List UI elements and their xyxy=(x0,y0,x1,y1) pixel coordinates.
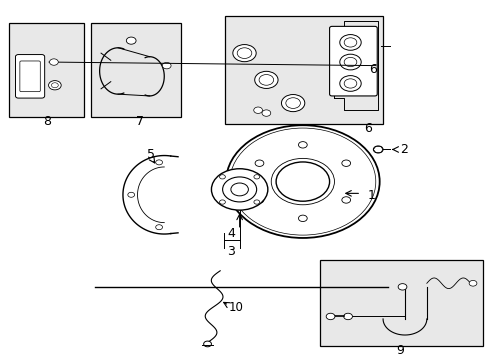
Circle shape xyxy=(127,192,134,197)
Circle shape xyxy=(232,45,256,62)
Text: 6: 6 xyxy=(364,122,372,135)
Circle shape xyxy=(468,280,476,286)
Text: 5: 5 xyxy=(147,148,155,161)
Circle shape xyxy=(341,160,350,166)
Circle shape xyxy=(155,160,162,165)
Text: 8: 8 xyxy=(43,116,51,129)
Circle shape xyxy=(48,81,61,90)
Circle shape xyxy=(255,197,264,203)
Text: 7: 7 xyxy=(136,116,143,129)
Circle shape xyxy=(211,169,267,210)
Text: 4: 4 xyxy=(226,227,234,240)
Text: 2: 2 xyxy=(399,143,407,156)
Circle shape xyxy=(51,83,58,88)
Text: 3: 3 xyxy=(226,245,234,258)
Circle shape xyxy=(372,146,382,153)
Circle shape xyxy=(339,35,361,50)
Circle shape xyxy=(262,110,270,116)
Circle shape xyxy=(219,175,225,179)
Circle shape xyxy=(344,57,356,67)
Bar xyxy=(9,23,84,117)
Circle shape xyxy=(397,284,406,290)
Text: 9: 9 xyxy=(395,344,403,357)
Circle shape xyxy=(255,160,264,166)
Circle shape xyxy=(285,98,300,108)
Circle shape xyxy=(222,177,256,202)
Circle shape xyxy=(298,141,306,148)
Circle shape xyxy=(343,313,352,320)
Circle shape xyxy=(341,197,350,203)
Circle shape xyxy=(155,225,162,230)
Text: 1: 1 xyxy=(367,189,375,202)
Circle shape xyxy=(276,162,329,201)
Circle shape xyxy=(325,313,334,320)
Circle shape xyxy=(219,200,225,204)
Text: 6: 6 xyxy=(368,63,377,76)
Circle shape xyxy=(49,59,58,65)
Circle shape xyxy=(203,341,211,347)
Circle shape xyxy=(259,75,273,85)
Circle shape xyxy=(339,54,361,70)
Bar xyxy=(319,260,482,346)
Circle shape xyxy=(298,215,306,221)
Circle shape xyxy=(225,125,379,238)
Circle shape xyxy=(253,107,262,113)
FancyBboxPatch shape xyxy=(329,26,376,96)
Circle shape xyxy=(281,95,304,112)
Circle shape xyxy=(126,37,136,44)
Circle shape xyxy=(339,76,361,91)
Bar xyxy=(91,23,181,117)
Circle shape xyxy=(253,175,259,179)
Circle shape xyxy=(254,71,278,89)
Bar xyxy=(224,16,382,125)
Circle shape xyxy=(344,79,356,88)
Circle shape xyxy=(237,48,251,58)
FancyBboxPatch shape xyxy=(16,55,44,98)
Circle shape xyxy=(344,38,356,47)
Circle shape xyxy=(162,62,171,69)
Circle shape xyxy=(253,200,259,204)
Circle shape xyxy=(230,183,248,196)
FancyBboxPatch shape xyxy=(20,61,40,92)
Text: 10: 10 xyxy=(228,301,243,314)
